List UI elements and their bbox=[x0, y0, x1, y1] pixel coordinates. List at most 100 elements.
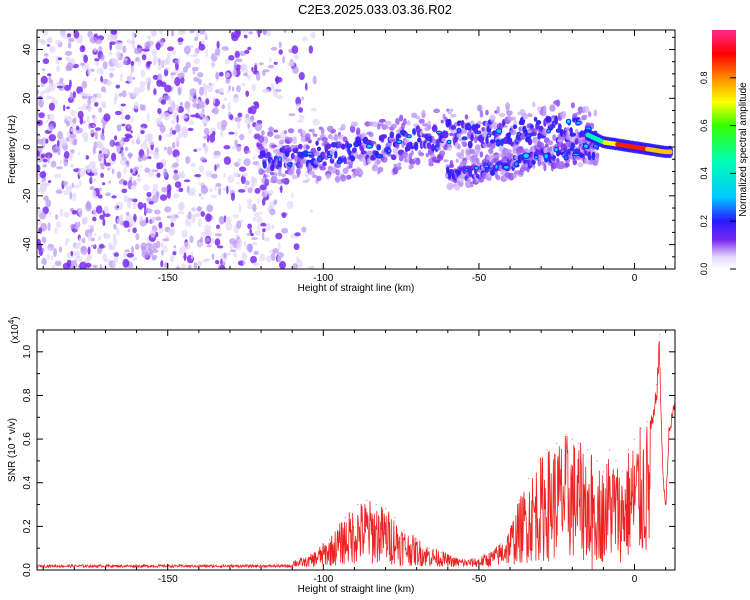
noise-speckle bbox=[278, 49, 283, 55]
noise-speckle bbox=[227, 175, 235, 184]
signal-halo bbox=[346, 174, 352, 180]
noise-speckle bbox=[261, 232, 265, 241]
noise-speckle bbox=[72, 255, 75, 259]
noise-speckle bbox=[119, 157, 127, 166]
noise-speckle bbox=[280, 185, 283, 194]
noise-speckle bbox=[194, 47, 200, 54]
snr-point bbox=[615, 460, 617, 462]
signal-core bbox=[527, 138, 533, 146]
signal-peak bbox=[533, 155, 539, 160]
noise-speckle bbox=[146, 242, 153, 247]
noise-speckle bbox=[100, 67, 104, 76]
snr-x-tick-label: 0 bbox=[632, 574, 638, 585]
noise-speckle bbox=[92, 190, 97, 198]
noise-speckle bbox=[42, 164, 47, 168]
noise-speckle bbox=[157, 65, 162, 71]
noise-speckle bbox=[182, 66, 188, 73]
signal-halo bbox=[325, 173, 331, 180]
noise-speckle bbox=[167, 146, 173, 156]
noise-speckle bbox=[123, 220, 130, 228]
noise-speckle bbox=[136, 177, 142, 182]
noise-speckle bbox=[160, 260, 164, 268]
noise-speckle bbox=[120, 178, 125, 182]
noise-speckle bbox=[151, 254, 158, 259]
snr-point bbox=[478, 558, 480, 560]
noise-speckle bbox=[130, 130, 133, 134]
noise-speckle bbox=[187, 264, 192, 269]
noise-speckle bbox=[232, 214, 239, 219]
noise-speckle bbox=[249, 228, 252, 235]
noise-speckle bbox=[210, 83, 215, 87]
noise-speckle bbox=[153, 88, 157, 96]
signal-core bbox=[512, 124, 518, 130]
noise-speckle bbox=[214, 164, 217, 172]
noise-speckle bbox=[135, 170, 138, 175]
noise-speckle bbox=[114, 135, 118, 141]
signal-halo bbox=[384, 120, 392, 126]
noise-speckle bbox=[45, 199, 52, 208]
noise-speckle bbox=[175, 264, 181, 269]
noise-speckle bbox=[47, 73, 52, 77]
signal-core bbox=[489, 139, 496, 144]
noise-speckle bbox=[41, 248, 45, 253]
signal-halo bbox=[548, 146, 553, 152]
signal-halo bbox=[271, 144, 278, 148]
noise-speckle bbox=[183, 252, 187, 262]
signal-halo bbox=[496, 105, 501, 114]
signal-core bbox=[376, 144, 382, 151]
noise-speckle bbox=[42, 206, 49, 215]
heatmap-x-tick-label: -100 bbox=[313, 273, 333, 284]
noise-speckle bbox=[102, 182, 106, 186]
noise-speckle bbox=[214, 233, 223, 237]
noise-speckle bbox=[57, 57, 63, 61]
noise-speckle bbox=[100, 54, 105, 61]
noise-speckle bbox=[177, 87, 182, 96]
noise-speckle bbox=[37, 172, 41, 180]
signal-halo bbox=[356, 127, 361, 135]
noise-speckle bbox=[69, 163, 75, 168]
noise-speckle bbox=[171, 49, 177, 55]
signal-peak bbox=[565, 118, 572, 125]
noise-speckle bbox=[219, 264, 226, 269]
noise-speckle bbox=[65, 137, 70, 142]
noise-speckle bbox=[115, 84, 121, 89]
noise-speckle bbox=[94, 58, 100, 62]
noise-speckle bbox=[138, 156, 142, 160]
noise-speckle bbox=[226, 185, 229, 195]
colorbar-bar bbox=[712, 30, 736, 269]
noise-speckle bbox=[129, 72, 133, 78]
noise-speckle bbox=[55, 189, 63, 194]
noise-speckle bbox=[110, 266, 116, 269]
noise-speckle bbox=[72, 192, 77, 202]
snr-point bbox=[375, 503, 377, 506]
noise-speckle bbox=[122, 61, 128, 65]
noise-speckle bbox=[277, 254, 282, 263]
noise-speckle bbox=[102, 218, 106, 227]
noise-speckle bbox=[302, 36, 308, 42]
noise-speckle bbox=[77, 221, 81, 228]
noise-speckle bbox=[155, 191, 160, 197]
noise-speckle bbox=[162, 238, 170, 242]
noise-speckle bbox=[132, 180, 137, 187]
noise-speckle bbox=[231, 146, 236, 150]
noise-speckle bbox=[254, 122, 263, 132]
noise-speckle bbox=[54, 260, 62, 266]
noise-speckle bbox=[191, 206, 197, 212]
noise-speckle bbox=[166, 189, 171, 199]
noise-speckle bbox=[229, 242, 233, 251]
noise-speckle bbox=[168, 228, 176, 236]
noise-speckle bbox=[215, 260, 220, 265]
noise-speckle bbox=[196, 147, 203, 152]
noise-speckle bbox=[137, 201, 144, 210]
noise-speckle bbox=[237, 158, 241, 165]
noise-speckle bbox=[132, 198, 138, 203]
signal-peak bbox=[326, 154, 333, 159]
noise-speckle bbox=[124, 146, 129, 152]
snr-point bbox=[509, 525, 511, 528]
noise-speckle bbox=[139, 215, 144, 222]
noise-speckle bbox=[181, 170, 185, 179]
noise-speckle bbox=[122, 90, 127, 98]
noise-speckle bbox=[99, 264, 103, 269]
noise-speckle bbox=[190, 114, 198, 118]
noise-speckle bbox=[189, 235, 194, 243]
